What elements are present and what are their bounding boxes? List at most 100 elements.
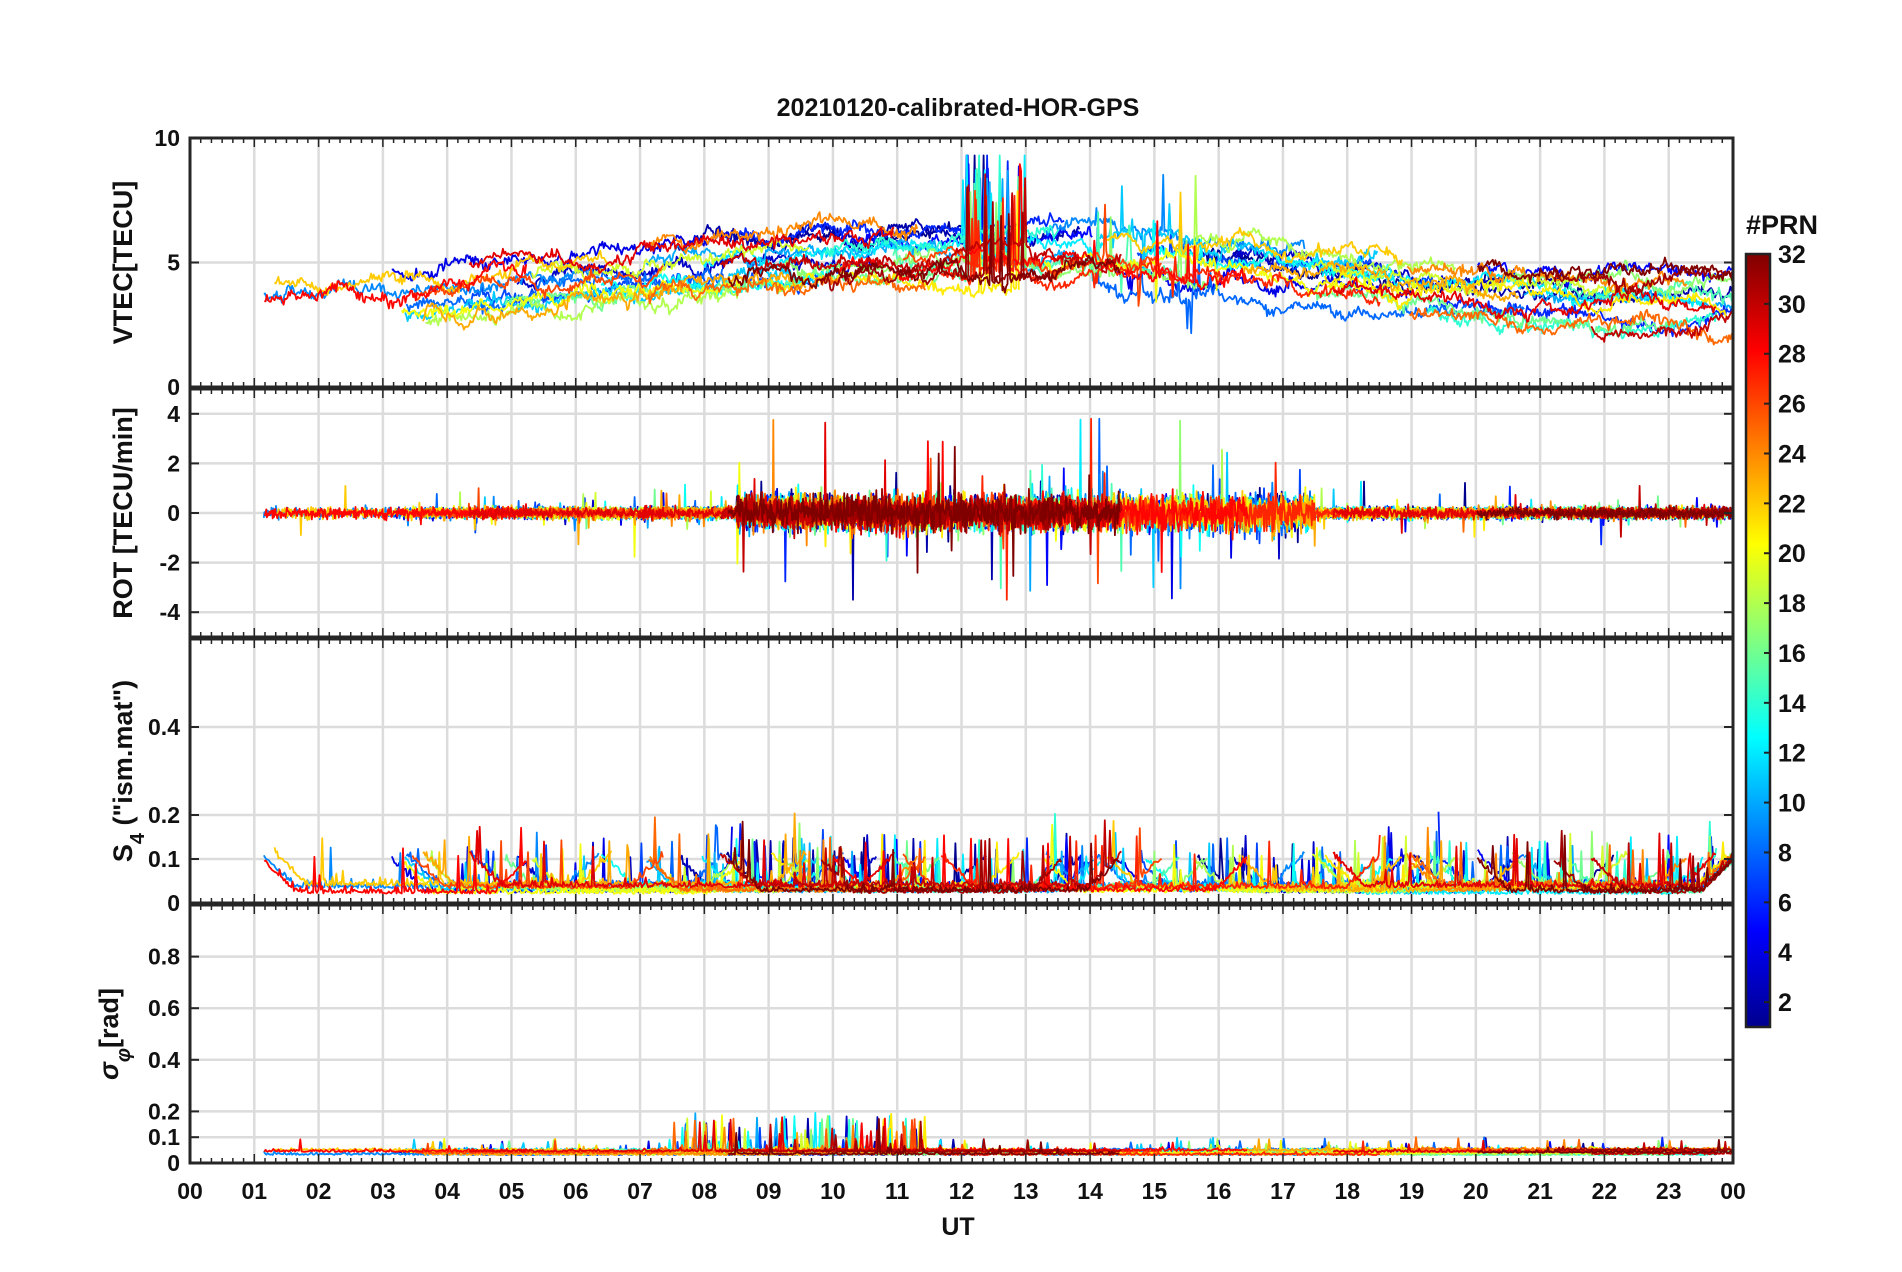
x-tick-label: 09 <box>756 1178 782 1204</box>
y-tick-label: 0.8 <box>148 944 180 970</box>
trace-prn-23 <box>421 271 807 331</box>
trace-prn-26 <box>411 265 664 301</box>
trace-prn-28 <box>833 163 1248 291</box>
panel-s4: 0 0.1 0.2 0.4S4 ("ism.mat") <box>108 637 1735 916</box>
y-tick-label: 0.4 <box>148 1047 180 1073</box>
colorbar-tick-label: 16 <box>1778 640 1806 668</box>
panel-rot-y-ticks: -4 -2 0 2 4 <box>160 401 1733 625</box>
y-axis-label: σφ[rad] <box>94 988 135 1080</box>
trace-prn-30 <box>1591 1140 1733 1156</box>
trace-prn-32 <box>1476 504 1733 521</box>
trace-prn-16 <box>504 268 940 312</box>
colorbar-tick-label: 26 <box>1778 391 1806 419</box>
colorbar-tick-label: 24 <box>1778 440 1806 468</box>
x-tick-label: 12 <box>949 1178 975 1204</box>
x-tick-label: 23 <box>1656 1178 1682 1204</box>
panel-sigphi-minor-ticks <box>189 905 1734 1163</box>
trace-prn-29 <box>1332 832 1716 889</box>
trace-prn-32 <box>1476 1139 1733 1154</box>
trace-prn-29 <box>468 226 895 274</box>
x-tick-label: 19 <box>1399 1178 1425 1204</box>
colorbar-tick-label: 4 <box>1778 939 1792 967</box>
trace-prn-31 <box>820 1120 1062 1153</box>
x-tick-label: 18 <box>1334 1178 1360 1204</box>
x-tick-label: 17 <box>1270 1178 1296 1204</box>
y-tick-label: 0 <box>167 1150 180 1176</box>
trace-prn-28 <box>263 826 527 895</box>
x-tick-label: 02 <box>306 1178 332 1204</box>
trace-prn-19 <box>531 852 810 894</box>
trace-prn-32 <box>1476 256 1733 285</box>
trace-prn-28 <box>264 259 528 310</box>
y-tick-label: -2 <box>160 550 180 576</box>
x-tick-label: 20 <box>1463 1178 1489 1204</box>
colorbar-tick-label: 30 <box>1778 291 1806 319</box>
y-tick-label: 0.1 <box>148 1124 180 1150</box>
x-tick-label: 10 <box>820 1178 846 1204</box>
y-tick-label: 0.2 <box>148 1098 180 1124</box>
trace-prn-21 <box>770 190 1020 299</box>
trace-prn-20 <box>401 276 742 319</box>
y-tick-label: 0.2 <box>148 802 180 828</box>
panel-rot-minor-ticks <box>189 389 1734 637</box>
x-tick-label: 01 <box>241 1178 267 1204</box>
colorbar-label: #PRN <box>1746 210 1818 240</box>
colorbar-tick-label: 28 <box>1778 341 1806 369</box>
x-tick-labels: 00 01 02 03 04 05 06 07 08 09 10 11 12 13 14 15 16 17 18 19… <box>177 1178 1746 1204</box>
colorbar-tick-label: 6 <box>1778 889 1792 917</box>
panel-s4-y-ticks: 0 0.1 0.2 0.4 <box>148 714 1733 916</box>
y-tick-label: 0 <box>167 500 180 526</box>
colorbar-tick-label: 2 <box>1778 989 1792 1017</box>
panel-rot-traces <box>262 417 1733 601</box>
y-tick-label: 2 <box>167 450 180 476</box>
y-tick-label: 5 <box>167 250 180 276</box>
x-tick-label: 13 <box>1013 1178 1039 1204</box>
trace-prn-19 <box>531 240 810 282</box>
trace-prn-32 <box>727 213 1121 294</box>
trace-prn-32 <box>727 1118 1120 1156</box>
trace-prn-31 <box>820 186 1062 292</box>
colorbar-tick-label: 18 <box>1778 590 1806 618</box>
trace-prn-30 <box>1590 309 1733 343</box>
panel-vtec-y-ticks: 0 5 10 <box>154 125 1733 400</box>
trace-prn-31 <box>820 839 1063 894</box>
x-tick-label: 05 <box>499 1178 525 1204</box>
y-tick-label: 0 <box>167 374 180 400</box>
panel-sigphi-grid <box>190 905 1733 1163</box>
colorbar-tick-label: 12 <box>1778 740 1806 768</box>
x-tick-label: 03 <box>370 1178 396 1204</box>
x-tick-label: 06 <box>563 1178 589 1204</box>
panel-s4-traces <box>263 811 1733 895</box>
panel-sigphi: 00.10.2 0.4 0.6 0.8 σφ[rad] <box>94 903 1735 1176</box>
trace-prn-32 <box>1476 834 1733 894</box>
panel-s4-minor-ticks <box>189 639 1734 903</box>
trace-prn-22 <box>273 837 613 887</box>
colorbar-tick-label: 10 <box>1778 790 1806 818</box>
panel-sigphi-y-ticks: 00.10.2 0.4 0.6 0.8 <box>148 944 1733 1176</box>
y-tick-label: 4 <box>167 401 180 427</box>
y-tick-label: 0.6 <box>148 995 180 1021</box>
x-tick-label: 14 <box>1077 1178 1103 1204</box>
trace-prn-30 <box>1590 842 1733 892</box>
y-tick-label: 0 <box>167 890 180 916</box>
trace-prn-30 <box>720 173 1122 276</box>
colorbar-tick-label: 14 <box>1778 690 1806 718</box>
panel-sigphi-traces <box>263 1112 1733 1157</box>
panel-vtec-minor-ticks <box>189 138 1734 387</box>
x-tick-label: 22 <box>1592 1178 1618 1204</box>
trace-prn-29 <box>1332 276 1717 323</box>
x-tick-label: 04 <box>434 1178 460 1204</box>
trace-prn-22 <box>274 249 613 296</box>
y-tick-label: 0.1 <box>148 846 180 872</box>
x-tick-label: 07 <box>627 1178 653 1204</box>
trace-prn-30 <box>719 819 1122 888</box>
colorbar-tick-label: 8 <box>1778 839 1792 867</box>
x-tick-label: 15 <box>1142 1178 1168 1204</box>
x-tick-label: 16 <box>1206 1178 1232 1204</box>
trace-prn-25 <box>647 273 927 305</box>
panel-rot: -4 -2 0 2 4 ROT [TECU/min] <box>108 387 1735 639</box>
x-tick-label: 11 <box>885 1178 910 1204</box>
trace-prn-23 <box>1241 260 1520 303</box>
